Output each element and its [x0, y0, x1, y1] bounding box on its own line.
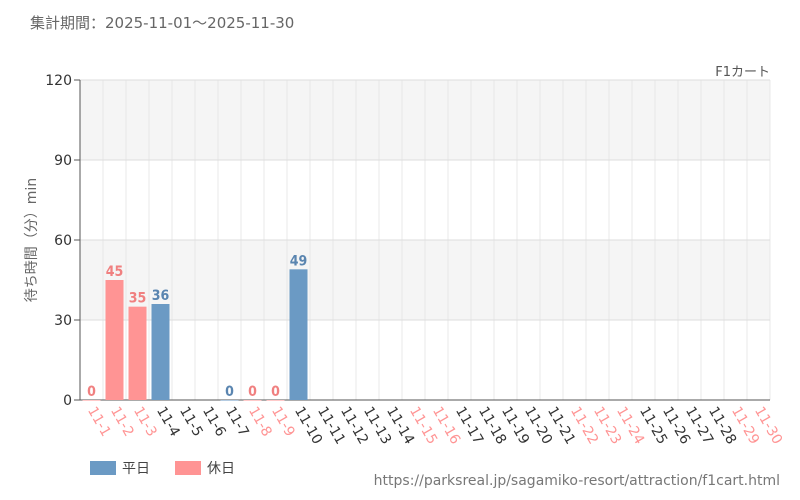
data-label: 0	[248, 384, 257, 400]
bar	[105, 280, 124, 400]
x-tick-label: 11-7	[222, 404, 252, 440]
x-tick-label: 11-6	[199, 404, 229, 440]
data-label: 0	[271, 384, 280, 400]
bar	[82, 400, 101, 401]
x-tick-label: 11-2	[107, 404, 137, 440]
y-axis-label: 待ち時間（分）min	[24, 178, 40, 302]
x-tick-label: 11-5	[176, 404, 206, 440]
bar	[266, 400, 285, 401]
data-label: 45	[106, 264, 124, 280]
y-tick-label: 0	[63, 393, 72, 409]
source-url[interactable]: https://parksreal.jp/sagamiko-resort/att…	[373, 473, 780, 489]
legend-holiday-label: 休日	[207, 461, 235, 477]
data-label: 36	[152, 288, 170, 304]
chart-title: F1カート	[715, 65, 770, 80]
legend-holiday: 休日	[175, 458, 235, 478]
legend-weekday-swatch	[90, 461, 116, 475]
x-tick-label: 11-8	[245, 404, 275, 440]
data-label: 35	[129, 291, 147, 307]
legend-weekday: 平日	[90, 458, 150, 478]
bar	[220, 400, 239, 401]
y-tick-label: 60	[54, 233, 72, 249]
y-tick-label: 90	[54, 153, 72, 169]
bar	[243, 400, 262, 401]
period-label: 集計期間：2025-11-01〜2025-11-30	[30, 14, 295, 32]
bar	[128, 306, 147, 400]
legend-holiday-swatch	[175, 461, 201, 475]
x-tick-label: 11-3	[130, 404, 160, 440]
legend-weekday-label: 平日	[122, 461, 150, 477]
y-tick-label: 30	[54, 313, 72, 329]
x-tick-label: 11-4	[153, 404, 183, 440]
data-label: 0	[225, 384, 234, 400]
x-tick-label: 11-1	[84, 404, 114, 440]
y-tick-label: 120	[45, 73, 72, 89]
data-label: 0	[87, 384, 96, 400]
wait-time-chart: 0 30 60 90 120 待ち時間（分）min 0 11-1 45 11-2 35 11-3 36 1…	[24, 73, 785, 447]
bar	[289, 269, 308, 400]
bar	[151, 304, 170, 400]
data-label: 49	[290, 253, 308, 269]
x-tick-label: 11-9	[268, 404, 298, 440]
